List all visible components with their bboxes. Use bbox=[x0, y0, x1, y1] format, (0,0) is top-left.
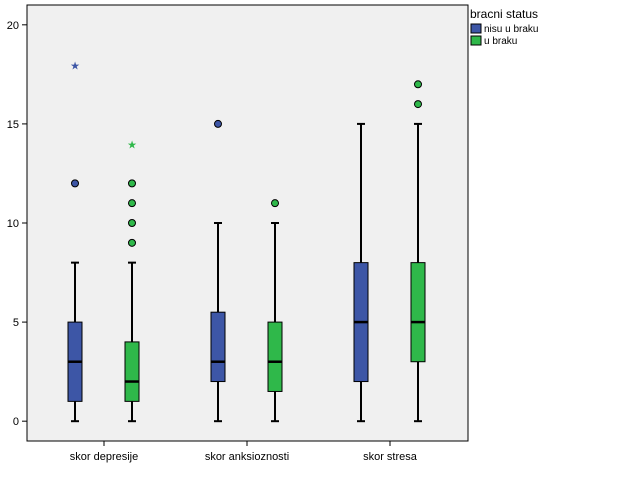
x-tick-label: skor stresa bbox=[363, 451, 418, 463]
x-axis: skor depresije skor anksioznosti skor stre… bbox=[70, 441, 418, 463]
box-iqr bbox=[124, 341, 140, 402]
legend-label: nisu u braku bbox=[484, 24, 538, 35]
y-tick-label: 20 bbox=[7, 20, 19, 32]
box-2-3 bbox=[410, 80, 426, 423]
box-1-3 bbox=[353, 122, 369, 423]
outlier-point bbox=[128, 199, 136, 208]
box-1-1: ★ bbox=[67, 59, 83, 423]
box-1-2 bbox=[210, 119, 226, 423]
outlier-point bbox=[414, 80, 422, 89]
plot-area bbox=[26, 4, 469, 442]
y-tick-label: 10 bbox=[7, 218, 19, 230]
box-2-1: ★ bbox=[124, 139, 140, 423]
legend-swatch bbox=[470, 35, 482, 46]
y-axis: 0 5 10 15 20 bbox=[7, 20, 27, 428]
box-iqr bbox=[410, 262, 426, 363]
box-iqr bbox=[267, 321, 283, 392]
box-groups: ★★ bbox=[67, 59, 426, 423]
y-tick-label: 5 bbox=[13, 317, 19, 329]
outlier-point bbox=[71, 179, 79, 188]
outlier-point bbox=[128, 219, 136, 227]
extreme-point: ★ bbox=[127, 139, 137, 152]
outlier-point bbox=[128, 179, 136, 188]
outlier-point bbox=[128, 238, 136, 247]
outlier-point bbox=[271, 199, 279, 208]
x-tick-label: skor anksioznosti bbox=[205, 451, 289, 463]
y-tick-label: 0 bbox=[13, 416, 19, 428]
box-2-2 bbox=[267, 199, 283, 423]
extreme-point: ★ bbox=[70, 59, 80, 72]
legend-swatch bbox=[470, 23, 482, 34]
box-iqr bbox=[210, 311, 226, 383]
legend-title: bracni status bbox=[470, 7, 538, 21]
y-tick-label: 15 bbox=[7, 119, 19, 131]
outlier-point bbox=[214, 119, 222, 128]
outlier-point bbox=[414, 100, 422, 109]
legend-label: u braku bbox=[484, 36, 517, 47]
x-tick-label: skor depresije bbox=[70, 451, 138, 463]
